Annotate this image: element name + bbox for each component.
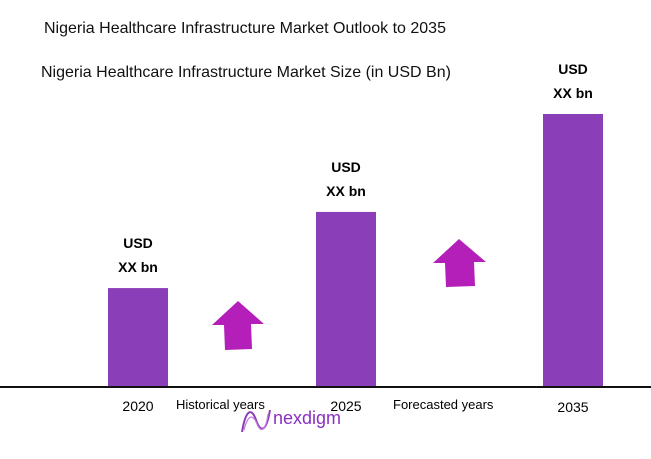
data-label: XX bn: [118, 259, 158, 275]
bar-2035: [543, 114, 603, 386]
period-label-historical: Historical years: [176, 397, 265, 412]
bar-2020: [108, 288, 168, 386]
x-tick-label: 2025: [330, 398, 361, 414]
data-label: USD: [331, 159, 361, 175]
data-label: USD: [558, 61, 588, 77]
period-label-forecast: Forecasted years: [393, 397, 494, 412]
data-label: XX bn: [553, 85, 593, 101]
chart-title: Nigeria Healthcare Infrastructure Market…: [44, 20, 446, 37]
x-tick-label: 2035: [557, 399, 588, 415]
up-arrow-icon: [433, 239, 486, 287]
data-label: XX bn: [326, 183, 366, 199]
data-label: USD: [123, 235, 153, 251]
up-arrow-icon: [212, 301, 264, 350]
chart-subtitle: Nigeria Healthcare Infrastructure Market…: [41, 64, 451, 81]
logo-text: nexdigm: [273, 408, 341, 428]
nexdigm-logo: nexdigm: [241, 408, 341, 433]
x-tick-label: 2020: [122, 398, 153, 414]
bar-2025: [316, 211, 376, 386]
